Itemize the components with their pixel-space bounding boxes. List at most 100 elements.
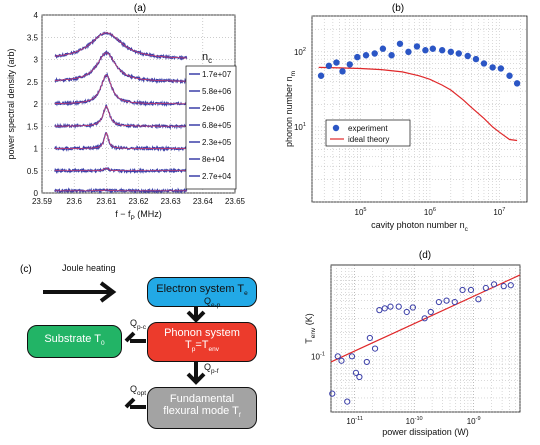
arrow-opt-head — [124, 397, 136, 409]
spectrum-line — [54, 131, 188, 152]
legend-title: nc — [202, 51, 212, 65]
legend-box — [185, 65, 237, 190]
experiment-point — [371, 50, 378, 57]
legend-label: experiment — [348, 124, 388, 133]
legend-label: 5.8e+06 — [202, 87, 232, 96]
experiment-point — [447, 48, 455, 56]
experiment-point — [325, 62, 333, 70]
measured-point — [427, 308, 434, 316]
spectrum-fit-line — [54, 105, 187, 127]
x-tick-label: 105 — [355, 207, 367, 217]
measured-point — [329, 390, 336, 397]
measured-point — [352, 369, 360, 376]
panel-a-label: (a) — [134, 3, 146, 14]
y-tick-label: 3 — [34, 56, 39, 65]
legend-swatch-experiment — [332, 124, 340, 132]
experiment-point — [438, 47, 446, 54]
plot-frame — [330, 264, 521, 413]
x-tick-label: 107 — [493, 207, 505, 217]
measured-point — [482, 284, 489, 292]
x-axis-label: power dissipation (W) — [382, 427, 469, 437]
panel-b: 105 106 107 101 102 experiment ideal theory cav… — [284, 15, 528, 233]
panel-d-label: (d) — [419, 250, 431, 261]
experiment-point — [489, 64, 496, 71]
phonon-system-box: Phonon system Tp=Tenv — [147, 322, 257, 362]
x-tick-label: 23.6 — [66, 197, 82, 206]
y-tick-label: 0.5 — [27, 167, 39, 176]
spectrum-fit-line — [54, 52, 187, 82]
measured-point — [381, 305, 388, 312]
electron-system-sub: e — [244, 290, 248, 298]
joule-heating-label: Joule heating — [62, 263, 116, 273]
legend-label: 2.7e+04 — [202, 172, 232, 181]
experiment-point — [455, 50, 462, 57]
q-pc-label: Qp-c — [130, 318, 147, 331]
experiment-point — [405, 48, 412, 56]
legend-label: ideal theory — [348, 135, 389, 144]
y-tick-label: 2 — [34, 100, 39, 109]
measured-point — [376, 307, 383, 314]
experiment-point — [379, 45, 387, 52]
fundamental-mode-box: Fundamental flexural mode Tf — [147, 387, 257, 429]
measured-point — [507, 282, 514, 289]
y-axis-label: phonon number nm — [284, 71, 297, 147]
legend-label: 8e+04 — [202, 155, 225, 164]
q-opt-label: Qopt — [130, 384, 147, 397]
experiment-point — [339, 68, 346, 75]
phonon-system-label: Phonon system — [164, 327, 240, 340]
experiment-point — [346, 61, 353, 68]
panel-c-label: (c) — [20, 264, 32, 275]
experiment-point — [422, 47, 429, 54]
spectrum-fit-line — [54, 132, 187, 149]
measured-point — [371, 345, 379, 352]
arrow-p-c-head — [124, 331, 136, 343]
legend-box — [325, 119, 411, 147]
experiment-point — [362, 52, 370, 59]
y-tick-label: 2.5 — [27, 78, 39, 87]
x-tick-label: 23.63 — [161, 197, 182, 206]
y-tick-label: 1 — [34, 145, 39, 154]
measured-point — [421, 315, 428, 322]
panel-b-label: (b) — [392, 3, 404, 14]
spectrum-fit-line — [54, 32, 187, 59]
y-axis-label: power spectral density (arb) — [6, 48, 16, 159]
legend-label: 6.8e+05 — [202, 121, 232, 130]
phonon-system-temp: Tp=Tenv — [185, 339, 219, 354]
measured-point — [409, 304, 416, 311]
measured-point — [443, 297, 450, 304]
x-tick-label: 10-11 — [346, 416, 363, 426]
experiment-point — [497, 65, 505, 72]
experiment-point — [464, 52, 471, 60]
panel-a: 23.59 23.6 23.61 23.62 23.63 23.64 23.65 0 0.5 1 1… — [6, 11, 246, 222]
spectrum-fit-line — [54, 74, 187, 105]
measured-point — [475, 296, 482, 303]
x-tick-label: 106 — [424, 207, 436, 217]
measured-point — [459, 286, 466, 294]
y-tick-label: 102 — [294, 47, 306, 57]
x-tick-label: 23.65 — [225, 197, 246, 206]
arrow-p-f-head — [186, 372, 206, 385]
y-tick-label: 4 — [34, 11, 39, 20]
x-tick-label: 23.64 — [193, 197, 214, 206]
experiment-point — [354, 53, 361, 61]
experiment-point — [480, 60, 488, 67]
measured-point — [467, 286, 475, 294]
measured-point — [451, 298, 458, 306]
x-tick-label: 23.59 — [32, 197, 53, 206]
experiment-point — [317, 72, 325, 79]
experiment-point — [413, 43, 421, 50]
measured-point — [348, 353, 356, 360]
diagram-arrows — [43, 281, 206, 409]
measured-point — [500, 283, 507, 290]
measured-point — [435, 298, 442, 306]
experiment-point — [513, 80, 521, 87]
measured-point — [366, 334, 373, 342]
measured-point — [338, 357, 345, 364]
substrate-label: Substrate T — [44, 332, 102, 345]
q-pf-label: Qp-f — [204, 362, 219, 375]
spectrum-fit-line — [54, 189, 187, 192]
spectrum-fit-line — [54, 167, 187, 172]
measured-point — [356, 373, 363, 381]
x-tick-label: 23.62 — [128, 197, 149, 206]
x-tick-label: 10-9 — [467, 416, 481, 426]
